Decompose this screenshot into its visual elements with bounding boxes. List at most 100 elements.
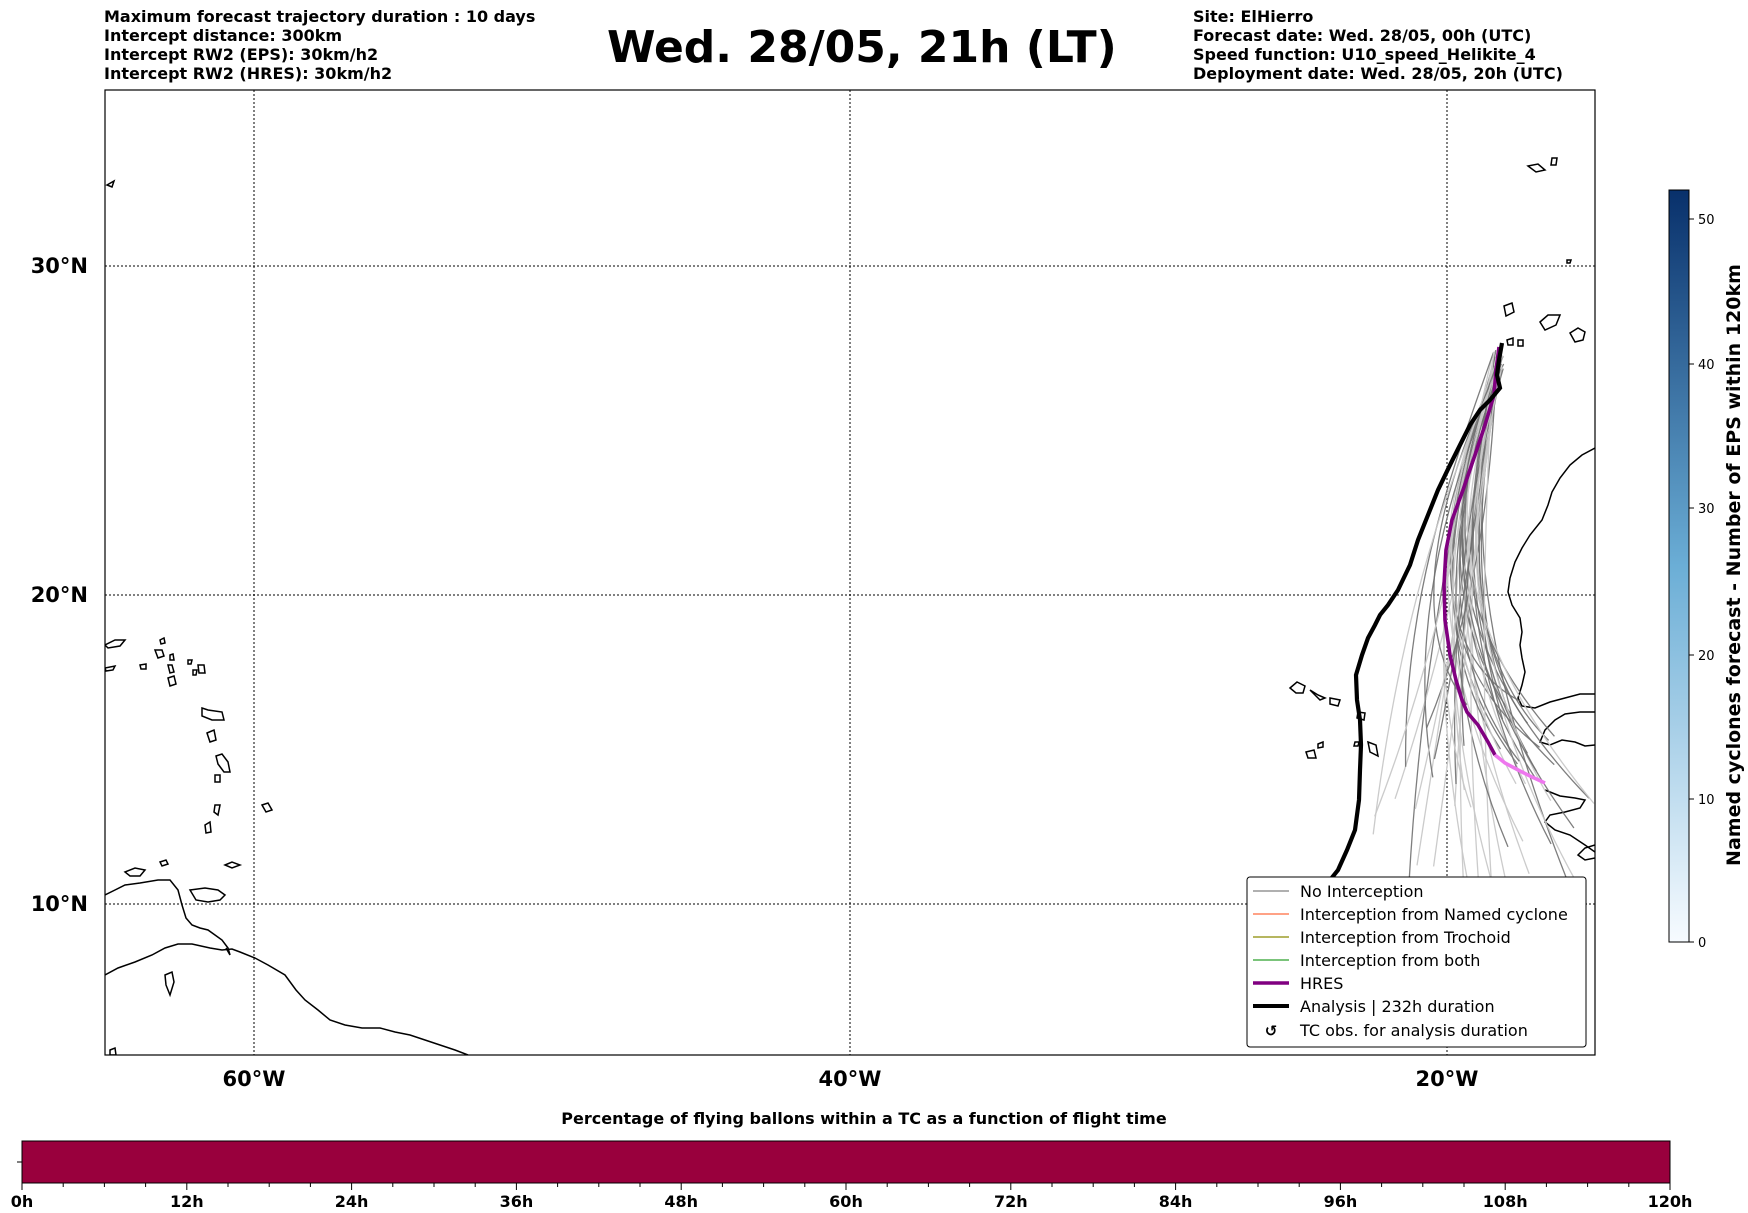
param-site: Site: ElHierro [1193, 7, 1314, 26]
legend-label-both: Interception from both [1300, 951, 1480, 970]
param-forecast-date: Forecast date: Wed. 28/05, 00h (UTC) [1193, 26, 1532, 45]
analysis-trajectory [1328, 342, 1505, 882]
coastline-curacao [164, 970, 175, 998]
colorbar-tick-10: 10 [1698, 793, 1715, 808]
timebar-title: Percentage of flying ballons within a TC… [561, 1109, 1167, 1128]
colorbar-tick-0: 0 [1698, 936, 1706, 951]
coastline-guinea-bissau [1576, 844, 1595, 861]
colorbar-tick-50: 50 [1698, 213, 1715, 228]
site-parameters: Site: ElHierro Forecast date: Wed. 28/05… [1193, 7, 1563, 83]
param-intercept-distance: Intercept distance: 300km [104, 26, 343, 45]
colorbar-title: Named cyclones forecast - Number of EPS … [1723, 264, 1745, 866]
timebar-tick-label: 120h [1648, 1192, 1693, 1211]
timebar-tick-label: 108h [1483, 1192, 1528, 1211]
coastline-islet-2 [169, 653, 175, 661]
coastline-lesser-antilles-3 [167, 675, 177, 687]
coastline-cape-verde-3 [1329, 697, 1341, 707]
coastline-cape-verde-5 [1305, 749, 1317, 759]
coastline-cape-verde-8 [1353, 741, 1360, 747]
timebar-tick-label: 0h [11, 1192, 34, 1211]
coastline-canary-4 [1506, 336, 1514, 346]
coastline-st-lucia [215, 753, 231, 773]
coastline-dominica [201, 706, 225, 721]
ensemble-trajectory [1432, 362, 1501, 867]
coastline-lake-maracaibo [105, 879, 231, 956]
coastline-africa [1507, 447, 1595, 709]
hres-trajectory-tail [1493, 753, 1546, 785]
timebar-tick-label: 84h [1159, 1192, 1193, 1211]
coastline-grenadines [213, 804, 221, 817]
coastline-canary-5 [1517, 339, 1524, 347]
coastline-cape-verde-6 [1366, 740, 1380, 758]
coastline-islet-4 [192, 669, 198, 676]
timebar-tick-label: 96h [1324, 1192, 1358, 1211]
coastlines [105, 157, 1595, 1055]
tc-obs-icon: ↺ [1265, 1022, 1278, 1040]
coastline-guadeloupe [197, 664, 206, 674]
timebar-major-ticks: 0h 12h 24h 36h 48h 60h 72h 84h 96h 108h 120h [11, 1183, 1693, 1211]
lon-label-60w: 60°W [223, 1067, 286, 1091]
timebar-tick-label: 72h [994, 1192, 1028, 1211]
page-title: Wed. 28/05, 21h (LT) [607, 22, 1117, 73]
colorbar-tick-40: 40 [1698, 358, 1715, 373]
coastline-islet-7 [1566, 259, 1573, 264]
legend-label-named-cyclone: Interception from Named cyclone [1300, 905, 1568, 924]
timebar-fill [21, 1140, 1671, 1184]
coastline-lesser-antilles-2 [167, 664, 175, 674]
coastline-martinique [206, 728, 217, 743]
coastline-lesser-antilles-1 [153, 649, 165, 659]
legend-label-hres: HRES [1300, 974, 1343, 993]
timebar-tick-label: 36h [500, 1192, 534, 1211]
param-speed-function: Speed function: U10_speed_Helikite_4 [1193, 45, 1536, 64]
param-rw2-eps: Intercept RW2 (EPS): 30km/h2 [104, 45, 379, 64]
legend-label-no-interception: No Interception [1300, 882, 1424, 901]
timebar-tick-label: 60h [829, 1192, 863, 1211]
lon-label-40w: 40°W [819, 1067, 882, 1091]
coastline-madeira [1526, 163, 1547, 173]
coastline-cape-verde-1 [1288, 681, 1306, 694]
param-duration: Maximum forecast trajectory duration : 1… [104, 7, 536, 26]
coastline-madeira-islet [1550, 157, 1558, 166]
coastline-islet-3 [187, 659, 193, 665]
timebar-minor-ticks [62, 1183, 1630, 1187]
timebar-tick-label: 24h [335, 1192, 369, 1211]
coastline-trinidad [123, 867, 147, 877]
coastline-paraguana [188, 887, 227, 903]
coastline-hispaniola [105, 639, 127, 649]
timebar: Percentage of flying ballons within a TC… [11, 1109, 1693, 1211]
coastline-margarita [158, 859, 170, 867]
coastline-bermuda [105, 179, 116, 188]
coastline-puerto-rico [105, 664, 117, 672]
coastline-barbados [260, 802, 274, 813]
coastline-grenada [204, 820, 212, 834]
legend-label-tc-obs: TC obs. for analysis duration [1299, 1021, 1528, 1040]
legend-label-trochoid: Interception from Trochoid [1300, 928, 1511, 947]
lat-label-20: 20°N [31, 583, 88, 607]
colorbar-tick-20: 20 [1698, 649, 1715, 664]
coastline-south-america [105, 943, 469, 1055]
coastline-canary-2 [1539, 314, 1562, 331]
coastline-cape-verde-7 [1317, 740, 1324, 749]
timebar-tick-label: 48h [664, 1192, 698, 1211]
map-frame [104, 89, 1596, 1056]
legend-label-analysis: Analysis | 232h duration [1300, 997, 1495, 1016]
timebar-tick-label: 12h [170, 1192, 204, 1211]
coastline-islet-6 [109, 1046, 117, 1055]
param-rw2-hres: Intercept RW2 (HRES): 30km/h2 [104, 64, 393, 83]
ensemble-trajectory [1404, 352, 1495, 767]
coastline-islet-1 [159, 636, 166, 645]
forecast-parameters: Maximum forecast trajectory duration : 1… [104, 7, 535, 83]
coastline-cape-verde-2 [1309, 689, 1327, 701]
colorbar: 0 10 20 30 40 50 Named cyclones forecast… [1668, 189, 1745, 951]
hres-trajectory [1442, 346, 1501, 756]
coastline-canary-1 [1503, 301, 1515, 318]
lat-label-10: 10°N [31, 892, 88, 916]
legend-box [1246, 876, 1587, 1048]
coastline-tobago [223, 861, 243, 869]
lon-label-20w: 20°W [1416, 1067, 1479, 1091]
legend: No Interception Interception from Named … [1246, 876, 1587, 1048]
param-deployment-date: Deployment date: Wed. 28/05, 20h (UTC) [1193, 64, 1563, 83]
colorbar-gradient [1668, 189, 1690, 943]
coastline-guinea [1543, 789, 1595, 853]
